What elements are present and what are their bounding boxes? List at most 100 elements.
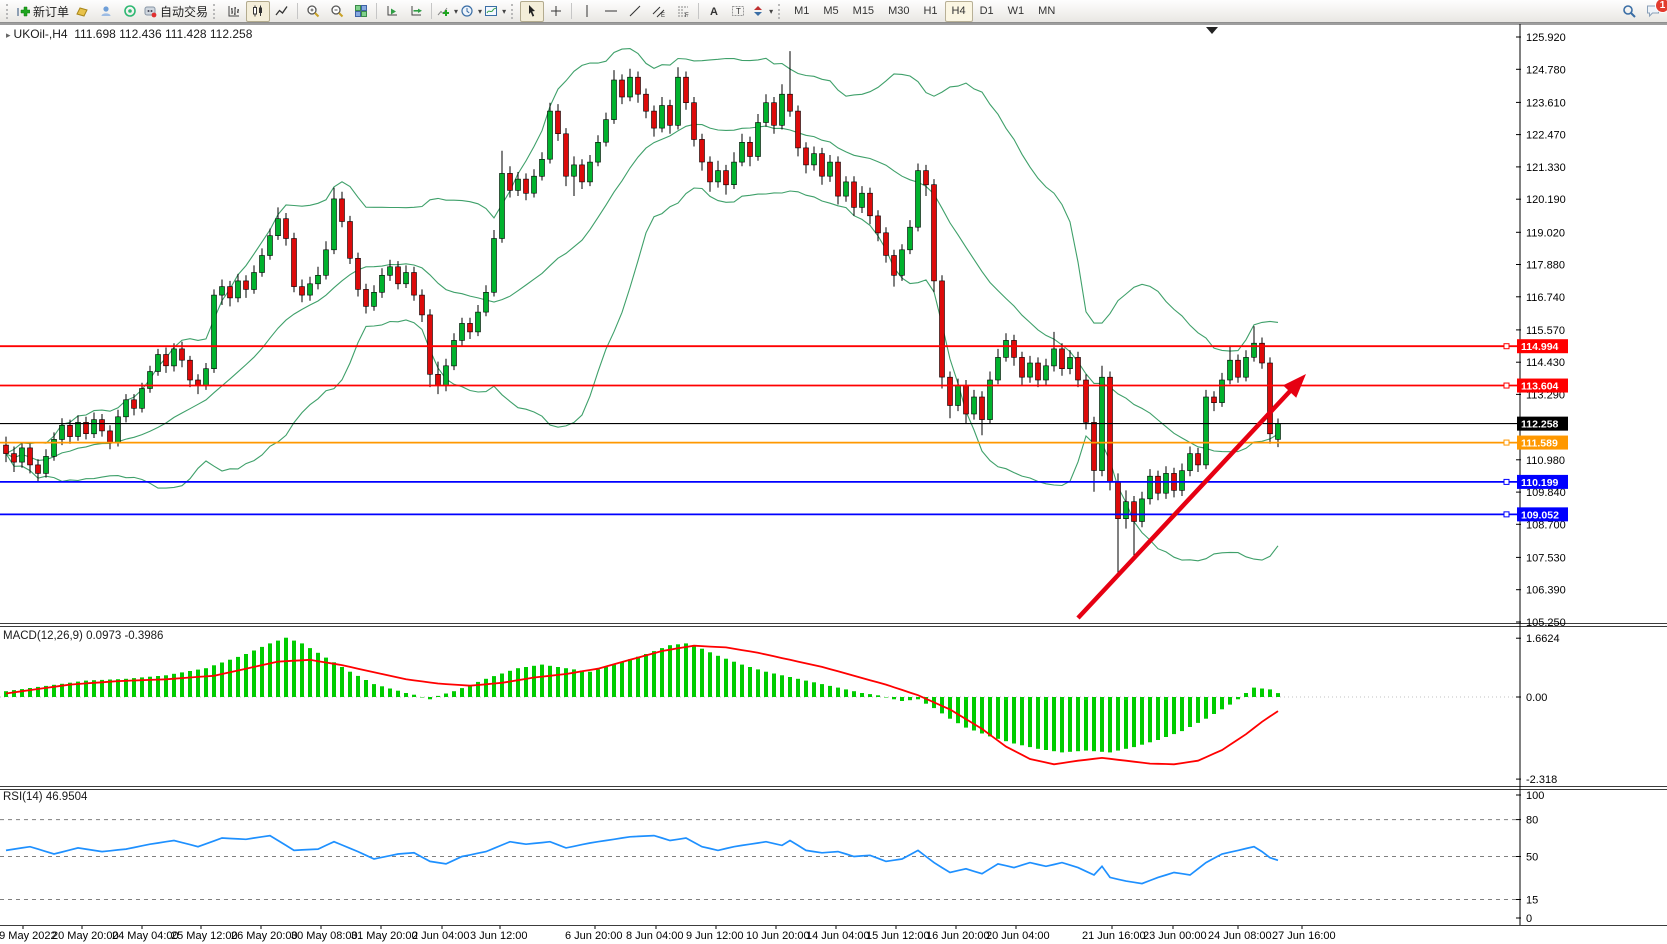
price-level-badge[interactable] xyxy=(1517,435,1568,450)
candle-body xyxy=(827,161,833,177)
candle-body xyxy=(1115,481,1121,519)
bar-chart-icon xyxy=(227,4,241,18)
timeframe-m30-button[interactable]: M30 xyxy=(888,4,910,17)
candle-body xyxy=(467,323,473,333)
hline-handle[interactable] xyxy=(1503,511,1510,518)
cursor-button[interactable] xyxy=(520,0,545,22)
fibonacci-button[interactable]: F xyxy=(671,1,695,22)
price-level-badge[interactable] xyxy=(1517,416,1568,431)
line-chart-button[interactable] xyxy=(270,1,294,22)
candle-body xyxy=(67,424,73,437)
candle-body xyxy=(443,365,449,386)
timeframe-m15-button[interactable]: M15 xyxy=(852,4,875,17)
indicators-button[interactable]: ▾ xyxy=(435,1,459,22)
trend-arrow[interactable] xyxy=(1076,374,1306,620)
candle-body xyxy=(955,385,961,406)
candle-body xyxy=(11,453,17,463)
trend-arrow-head[interactable] xyxy=(1283,374,1306,398)
chart-shift-button[interactable] xyxy=(380,1,404,22)
timeframe-h4-button[interactable]: H4 xyxy=(944,0,973,22)
chat-button[interactable]: 1 xyxy=(1641,0,1667,22)
price-tick-label: 109.840 xyxy=(1526,487,1566,499)
autotrading-label: 自动交易 xyxy=(160,4,209,19)
price-level-badge[interactable] xyxy=(1517,339,1568,354)
candle-body xyxy=(787,93,793,112)
horizontal-line-icon xyxy=(604,4,618,18)
timeframe-w1-button[interactable]: W1 xyxy=(1007,4,1025,17)
candle-body xyxy=(707,161,713,183)
price-level-badge[interactable] xyxy=(1517,474,1568,489)
hline-handle[interactable] xyxy=(1503,478,1510,485)
rsi-line xyxy=(5,834,1279,885)
time-tick-label: 25 May 12:00 xyxy=(171,930,238,942)
time-tick-label: 9 Jun 12:00 xyxy=(686,930,744,942)
bollinger-middle-band xyxy=(5,123,1279,461)
autotrading-button[interactable]: 自动交易 xyxy=(142,1,209,22)
zoom-out-button[interactable] xyxy=(325,1,349,22)
candle-body xyxy=(891,255,897,276)
periods-button[interactable]: ▾ xyxy=(459,1,483,22)
tile-windows-button[interactable] xyxy=(349,1,373,22)
candle-body xyxy=(227,286,233,299)
price-tick-label: 107.530 xyxy=(1526,552,1566,564)
bar-chart-button[interactable] xyxy=(222,1,246,22)
candle-body xyxy=(507,173,513,191)
toolbar-grip xyxy=(511,3,516,19)
timeframe-h1-button[interactable]: H1 xyxy=(923,4,938,17)
candle-body xyxy=(1219,379,1225,403)
candle-body xyxy=(667,105,673,126)
price-level-badge[interactable] xyxy=(1517,378,1568,393)
time-axis[interactable] xyxy=(0,925,1520,944)
gold-button[interactable] xyxy=(70,1,94,22)
text-label-button[interactable]: T xyxy=(726,1,750,22)
macd-indicator-label: MACD(12,26,9) 0.0973 -0.3986 xyxy=(3,630,164,642)
candle-body xyxy=(3,444,9,454)
trendline-button[interactable] xyxy=(623,1,647,22)
timeframe-mn-button[interactable]: MN xyxy=(1038,4,1056,17)
candle-body xyxy=(1195,453,1201,466)
candle-chart-button[interactable] xyxy=(246,0,271,22)
timeframe-m5-button[interactable]: M5 xyxy=(823,4,839,17)
candle-body xyxy=(1163,473,1169,494)
hline-handle[interactable] xyxy=(1503,343,1510,350)
candle-body xyxy=(859,192,865,208)
candle-body xyxy=(379,274,385,293)
price-axis[interactable] xyxy=(1520,24,1667,925)
price-level-badge-text: 114.994 xyxy=(1521,341,1559,353)
candle-body xyxy=(331,198,337,251)
templates-button[interactable]: ▾ xyxy=(483,1,507,22)
price-level-badge[interactable] xyxy=(1517,507,1568,522)
signals-button[interactable] xyxy=(118,1,142,22)
timeframe-d1-button[interactable]: D1 xyxy=(979,4,994,17)
hline-handle[interactable] xyxy=(1503,382,1510,389)
trend-arrow-shaft[interactable] xyxy=(1076,382,1299,620)
horizontal-line-button[interactable] xyxy=(599,1,623,22)
candle-body xyxy=(619,79,625,98)
time-tick-label: 15 Jun 12:00 xyxy=(866,930,930,942)
community-button[interactable] xyxy=(94,1,118,22)
auto-scroll-button[interactable] xyxy=(404,1,428,22)
channel-button[interactable]: E xyxy=(647,1,671,22)
new-order-button[interactable]: 新订单 xyxy=(15,1,70,22)
rsi-tick-label: 0 xyxy=(1526,913,1532,925)
candle-body xyxy=(555,110,561,134)
time-tick-label: 24 Jun 08:00 xyxy=(1208,930,1272,942)
arrows-button[interactable]: ▾ xyxy=(750,1,774,22)
price-level-badge-text: 110.199 xyxy=(1521,477,1559,489)
crosshair-button[interactable] xyxy=(544,1,568,22)
search-icon xyxy=(1622,4,1636,18)
candle-body xyxy=(1027,362,1033,378)
vertical-line-button[interactable] xyxy=(575,1,599,22)
search-button[interactable] xyxy=(1617,1,1641,22)
zoom-in-button[interactable] xyxy=(301,1,325,22)
hline-handle[interactable] xyxy=(1503,439,1510,446)
candle-body xyxy=(779,93,785,126)
timeframe-m1-button[interactable]: M1 xyxy=(794,4,810,17)
text-button[interactable]: A xyxy=(702,1,726,22)
candle-body xyxy=(355,257,361,290)
chart-window-icon[interactable]: ▸ xyxy=(6,30,11,40)
candle-body xyxy=(1275,423,1281,440)
candle-body xyxy=(83,422,89,434)
candle-body xyxy=(411,272,417,296)
